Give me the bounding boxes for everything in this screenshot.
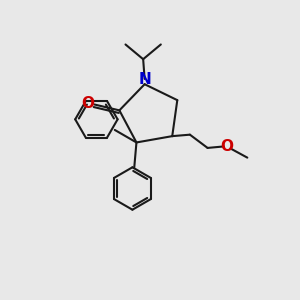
Text: N: N	[138, 72, 151, 87]
Text: O: O	[220, 139, 233, 154]
Text: O: O	[81, 95, 94, 110]
